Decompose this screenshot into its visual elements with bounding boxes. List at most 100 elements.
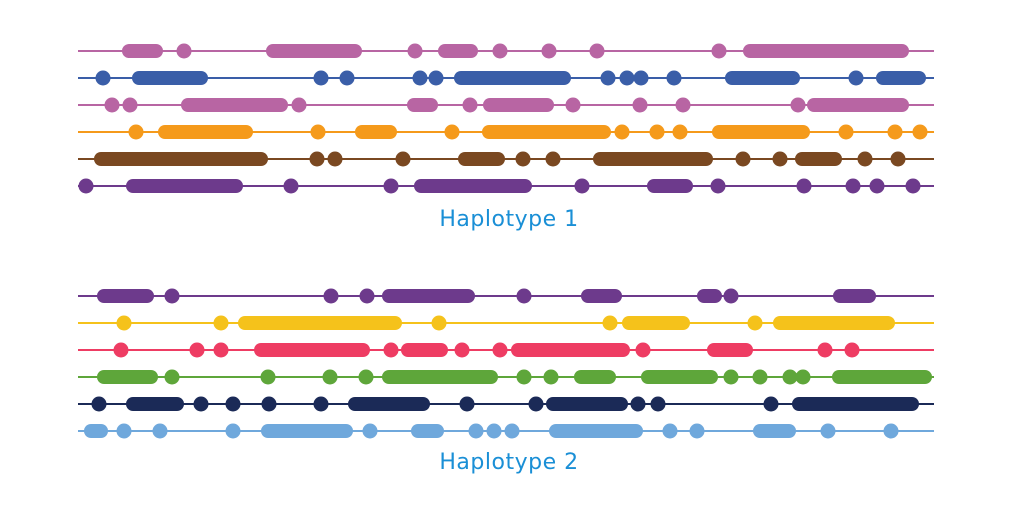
top-crop-edge [500, 0, 710, 4]
track-dot [128, 124, 144, 140]
haplotype-1-track-3 [78, 97, 934, 113]
track-segment [132, 71, 208, 85]
track-segment [97, 370, 158, 384]
track-dot [358, 369, 374, 385]
track-dot [574, 178, 590, 194]
track-dot [310, 124, 326, 140]
track-dot [459, 396, 475, 412]
track-segment [126, 179, 243, 193]
track-dot [887, 124, 903, 140]
track-segment [266, 44, 362, 58]
track-segment [401, 343, 448, 357]
track-dot [444, 124, 460, 140]
track-segment [482, 125, 611, 139]
track-dot [790, 97, 806, 113]
track-segment [712, 125, 810, 139]
track-dot [782, 369, 798, 385]
track-dot [322, 369, 338, 385]
haplotype-group-1 [78, 43, 934, 194]
haplotype-2-track-2 [78, 315, 934, 331]
track-segment [355, 125, 397, 139]
track-dot [260, 369, 276, 385]
track-segment [84, 424, 108, 438]
track-dot [412, 70, 428, 86]
track-dot [796, 178, 812, 194]
track-dot [912, 124, 928, 140]
track-dot [516, 288, 532, 304]
track-dot [313, 70, 329, 86]
track-dot [104, 97, 120, 113]
track-dot [164, 369, 180, 385]
track-dot [528, 396, 544, 412]
track-segment [254, 343, 370, 357]
haplotype-2-track-3 [78, 342, 934, 358]
track-dot [515, 151, 531, 167]
track-dot [632, 97, 648, 113]
track-segment [411, 424, 444, 438]
track-dot [454, 342, 470, 358]
track-dot [710, 178, 726, 194]
track-dot [213, 315, 229, 331]
track-dot [883, 423, 899, 439]
track-dot [95, 70, 111, 86]
track-dot [600, 70, 616, 86]
track-segment [622, 316, 690, 330]
track-segment [122, 44, 163, 58]
track-dot [91, 396, 107, 412]
track-segment [382, 370, 498, 384]
haplotype-1-track-5 [78, 151, 934, 167]
track-dot [395, 151, 411, 167]
track-dot [619, 70, 635, 86]
track-dot [845, 178, 861, 194]
track-dot [838, 124, 854, 140]
track-segment [641, 370, 718, 384]
track-dot [189, 342, 205, 358]
track-segment [181, 98, 288, 112]
track-dot [820, 423, 836, 439]
track-dot [650, 396, 666, 412]
track-segment [833, 289, 876, 303]
track-segment [483, 98, 554, 112]
track-dot [672, 124, 688, 140]
track-dot [283, 178, 299, 194]
track-dot [113, 342, 129, 358]
track-dot [747, 315, 763, 331]
track-dot [675, 97, 691, 113]
track-dot [486, 423, 502, 439]
track-dot [649, 124, 665, 140]
track-segment [407, 98, 438, 112]
track-segment [773, 316, 895, 330]
haplotype-2-track-5 [78, 396, 934, 412]
track-segment [832, 370, 932, 384]
track-dot [723, 288, 739, 304]
track-dot [225, 423, 241, 439]
track-dot [431, 315, 447, 331]
track-dot [541, 43, 557, 59]
track-segment [807, 98, 909, 112]
track-dot [689, 423, 705, 439]
track-dot [635, 342, 651, 358]
track-segment [511, 343, 630, 357]
track-dot [848, 70, 864, 86]
track-segment [546, 397, 628, 411]
haplotype-1-track-1 [78, 43, 934, 59]
track-dot [462, 97, 478, 113]
track-segment [126, 397, 184, 411]
haplotype-1-track-2 [78, 70, 934, 86]
track-dot [339, 70, 355, 86]
track-segment [414, 179, 532, 193]
track-segment [697, 289, 722, 303]
track-dot [176, 43, 192, 59]
haplotype-1-track-6 [78, 178, 934, 194]
track-segment [753, 424, 796, 438]
track-segment [458, 152, 505, 166]
haplotype-2-track-1 [78, 288, 934, 304]
track-dot [630, 396, 646, 412]
haplotype-group-2 [78, 288, 934, 439]
track-dot [602, 315, 618, 331]
track-dot [614, 124, 630, 140]
track-dot [225, 396, 241, 412]
haplotype-2-track-6 [78, 423, 934, 439]
